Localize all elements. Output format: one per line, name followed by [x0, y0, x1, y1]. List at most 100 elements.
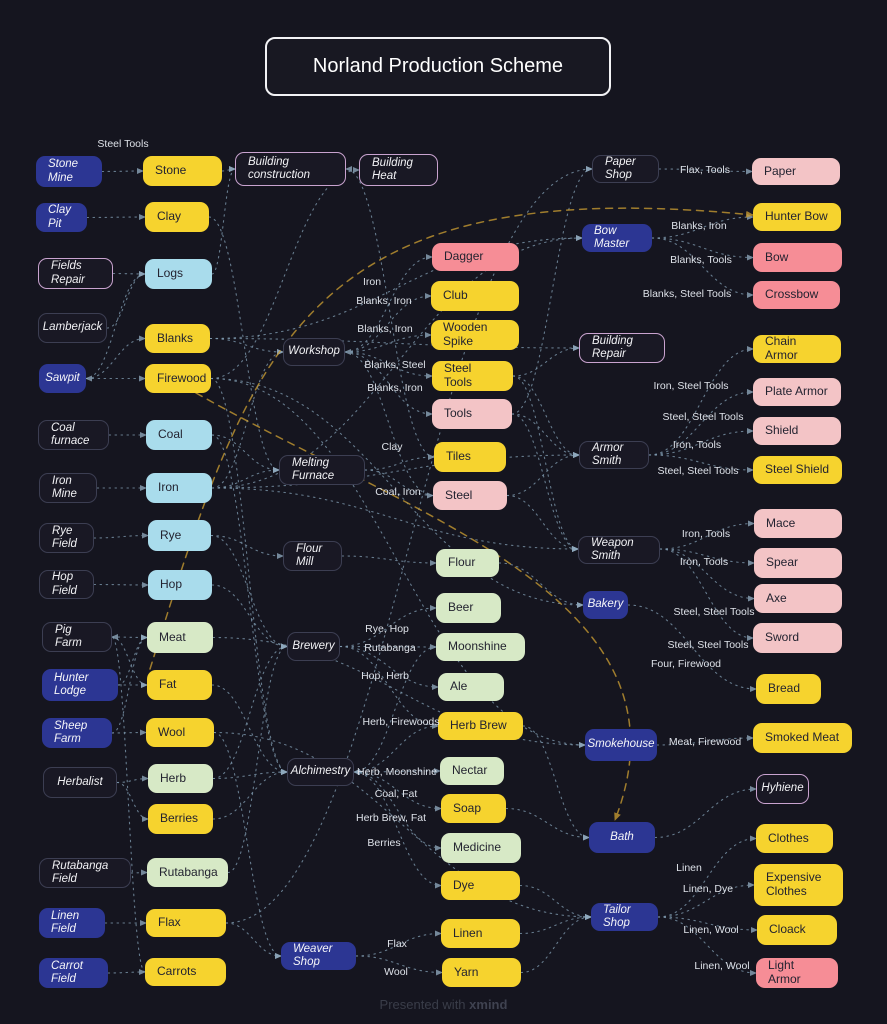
node-steel-tools[interactable]: Steel Tools — [432, 361, 513, 391]
node-brewery[interactable]: Brewery — [287, 632, 340, 661]
node-paper-shop[interactable]: Paper Shop — [592, 155, 659, 184]
node-clothes[interactable]: Clothes — [756, 824, 833, 853]
node-firewood[interactable]: Firewood — [145, 364, 211, 393]
node-hyhiene[interactable]: Hyhiene — [756, 774, 809, 804]
node-coal-furnace[interactable]: Coal furnace — [38, 420, 109, 450]
node-rye[interactable]: Rye — [148, 520, 211, 551]
node-bread[interactable]: Bread — [756, 674, 821, 704]
node-rutabanga[interactable]: Rutabanga — [147, 858, 228, 887]
connector — [211, 349, 284, 489]
node-iron-mine[interactable]: Iron Mine — [39, 473, 97, 503]
node-fat[interactable]: Fat — [147, 670, 212, 700]
node-workshop[interactable]: Workshop — [283, 338, 345, 366]
node-flour[interactable]: Flour — [436, 549, 499, 577]
node-tiles[interactable]: Tiles — [434, 442, 506, 472]
node-carrot-field[interactable]: Carrot Field — [39, 958, 108, 988]
node-mace[interactable]: Mace — [754, 509, 842, 538]
node-hop-field[interactable]: Hop Field — [39, 570, 94, 599]
node-nectar[interactable]: Nectar — [440, 757, 504, 785]
node-light-armor[interactable]: Light Armor — [756, 958, 838, 988]
node-yarn[interactable]: Yarn — [442, 958, 521, 987]
node-alchimestry[interactable]: Alchimestry — [287, 758, 354, 786]
node-bow[interactable]: Bow — [753, 243, 842, 272]
node-melting-furnace[interactable]: Melting Furnace — [279, 455, 365, 485]
node-logs[interactable]: Logs — [145, 259, 212, 289]
connector — [498, 562, 584, 608]
node-clay-pit[interactable]: Clay Pit — [36, 203, 87, 232]
node-linen[interactable]: Linen — [441, 919, 520, 948]
edge-label: Four, Firewood — [650, 658, 722, 670]
node-pig-farm[interactable]: Pig Farm — [42, 622, 112, 652]
node-iron[interactable]: Iron — [146, 473, 212, 503]
node-sword[interactable]: Sword — [753, 623, 842, 653]
node-linen-field[interactable]: Linen Field — [39, 908, 105, 938]
connector — [116, 775, 149, 784]
node-meat[interactable]: Meat — [147, 622, 213, 653]
node-stone[interactable]: Stone — [143, 156, 222, 186]
connector — [225, 922, 282, 959]
node-sheep-farm[interactable]: Sheep Farm — [42, 718, 112, 748]
node-armor-smith[interactable]: Armor Smith — [579, 441, 649, 470]
node-lamberjack[interactable]: Lamberjack — [38, 313, 107, 343]
node-smokehouse[interactable]: Smokehouse — [585, 729, 657, 761]
node-hunter-lodge[interactable]: Hunter Lodge — [42, 669, 118, 701]
node-building-construction[interactable]: Building construction — [235, 152, 346, 186]
node-weapon-smith[interactable]: Weapon Smith — [578, 536, 660, 565]
node-flax[interactable]: Flax — [146, 909, 226, 937]
node-herb[interactable]: Herb — [148, 764, 213, 793]
diagram-title[interactable]: Norland Production Scheme — [265, 37, 611, 96]
node-blanks[interactable]: Blanks — [145, 324, 210, 353]
node-spear[interactable]: Spear — [754, 548, 842, 578]
node-paper[interactable]: Paper — [752, 158, 840, 185]
node-dye[interactable]: Dye — [441, 871, 520, 900]
node-steel-shield[interactable]: Steel Shield — [753, 456, 842, 484]
connector — [213, 731, 592, 920]
node-weaver-shop[interactable]: Weaver Shop — [281, 942, 356, 970]
node-bath[interactable]: Bath — [589, 822, 655, 853]
node-soap[interactable]: Soap — [441, 794, 506, 823]
node-bakery[interactable]: Bakery — [583, 591, 628, 619]
node-medicine[interactable]: Medicine — [441, 833, 521, 863]
node-shield[interactable]: Shield — [753, 417, 841, 445]
node-expensive-clothes[interactable]: Expensive Clothes — [754, 864, 843, 906]
node-hop[interactable]: Hop — [148, 570, 212, 600]
node-beer[interactable]: Beer — [436, 593, 501, 623]
node-chain-armor[interactable]: Chain Armor — [753, 334, 841, 363]
connector — [627, 604, 757, 692]
node-rye-field[interactable]: Rye Field — [39, 523, 94, 553]
node-herb-brew[interactable]: Herb Brew — [438, 712, 523, 740]
node-clay[interactable]: Clay — [145, 202, 209, 232]
node-coal[interactable]: Coal — [146, 420, 212, 450]
node-club[interactable]: Club — [431, 281, 519, 311]
node-herbalist[interactable]: Herbalist — [43, 767, 117, 798]
node-steel[interactable]: Steel — [433, 481, 507, 510]
node-ale[interactable]: Ale — [438, 673, 504, 701]
node-tailor-shop[interactable]: Tailor Shop — [591, 903, 658, 931]
node-berries[interactable]: Berries — [148, 804, 213, 834]
node-rutabanga-field[interactable]: Rutabanga Field — [39, 858, 131, 888]
node-wooden-spike[interactable]: Wooden Spike — [431, 320, 519, 350]
node-fields-repair[interactable]: Fields Repair — [38, 258, 113, 289]
connector — [344, 293, 432, 353]
node-cloack[interactable]: Cloack — [757, 915, 837, 945]
edge-label: Linen — [676, 862, 702, 874]
node-tools[interactable]: Tools — [432, 399, 512, 429]
node-stone-mine[interactable]: Stone Mine — [36, 156, 102, 187]
node-wool[interactable]: Wool — [146, 718, 214, 747]
node-bow-master[interactable]: Bow Master — [582, 224, 652, 252]
node-building-repair[interactable]: Building Repair — [579, 333, 665, 363]
node-carrots[interactable]: Carrots — [145, 958, 226, 986]
node-plate-armor[interactable]: Plate Armor — [753, 378, 841, 406]
node-axe[interactable]: Axe — [754, 584, 842, 613]
node-building-heat[interactable]: Building Heat — [359, 154, 438, 186]
connector — [195, 392, 632, 821]
edge-label: Iron — [362, 276, 382, 288]
node-dagger[interactable]: Dagger — [432, 243, 519, 271]
node-hunter-bow[interactable]: Hunter Bow — [753, 203, 841, 231]
edge-label: Blanks, Iron — [367, 382, 423, 394]
node-smoked-meat[interactable]: Smoked Meat — [753, 723, 852, 753]
node-moonshine[interactable]: Moonshine — [436, 633, 525, 661]
node-crossbow[interactable]: Crossbow — [753, 281, 840, 309]
node-sawpit[interactable]: Sawpit — [39, 364, 86, 393]
node-flour-mill[interactable]: Flour Mill — [283, 541, 342, 571]
